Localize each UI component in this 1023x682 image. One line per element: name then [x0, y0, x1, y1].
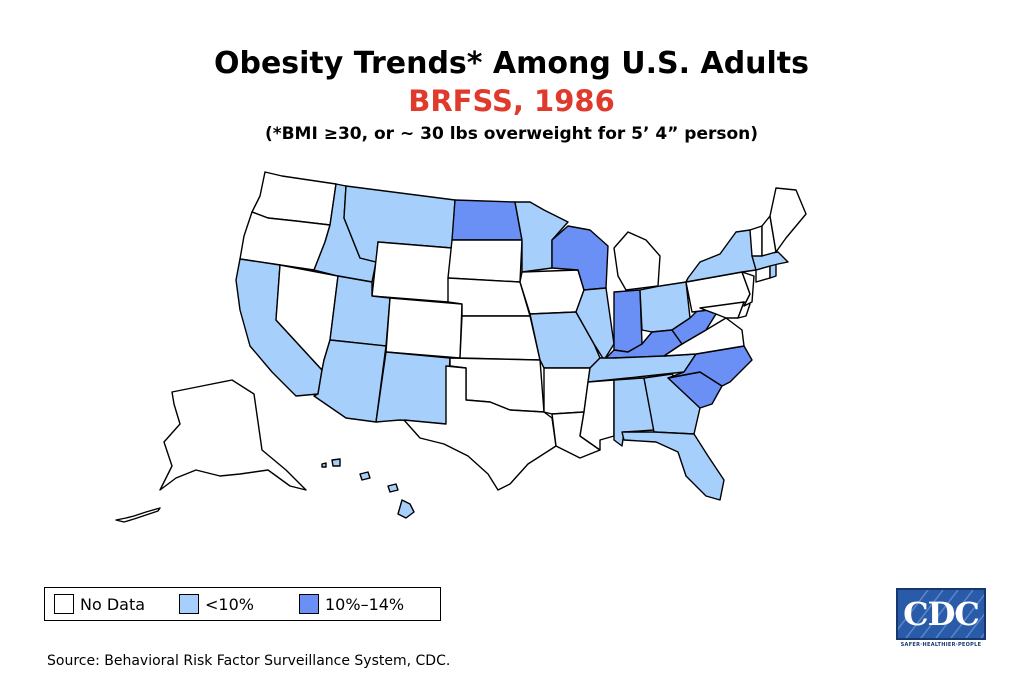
state-wy — [371, 241, 453, 303]
legend: No Data <10% 10%–14% — [44, 587, 441, 621]
state-hi-oahu — [359, 471, 371, 481]
state-mi — [613, 231, 661, 291]
legend-swatch-10-14 — [299, 594, 319, 614]
cdc-logo: CDC SAFER·HEALTHIER·PEOPLE — [896, 588, 986, 648]
map-subtitle: BRFSS, 1986 — [408, 84, 615, 118]
state-ks — [459, 315, 541, 361]
state-sd — [447, 239, 523, 283]
state-hi-kauai — [331, 458, 341, 467]
legend-item-no-data: No Data — [54, 593, 145, 615]
state-vt — [749, 225, 763, 257]
state-ar — [543, 367, 591, 415]
state-hi-maui — [387, 483, 399, 493]
cdc-logo-text: CDC — [903, 595, 980, 633]
legend-item-lt10: <10% — [179, 593, 254, 615]
legend-label-10-14: 10%–14% — [325, 594, 405, 614]
cdc-logo-tagline: SAFER·HEALTHIER·PEOPLE — [900, 642, 982, 648]
state-nm — [375, 351, 451, 425]
state-in — [613, 289, 643, 353]
state-fl — [621, 431, 725, 501]
state-ak-islands — [115, 507, 161, 523]
legend-swatch-no-data — [54, 594, 74, 614]
state-nj — [741, 271, 755, 307]
map-title: Obesity Trends* Among U.S. Adults — [213, 46, 810, 81]
legend-swatch-lt10 — [179, 594, 199, 614]
state-tx — [403, 365, 557, 491]
legend-item-10-14: 10%–14% — [299, 593, 404, 615]
state-me — [769, 187, 807, 253]
state-ak — [159, 379, 307, 491]
source-note: Source: Behavioral Risk Factor Surveilla… — [47, 653, 451, 669]
cdc-logo-stripes — [898, 590, 984, 638]
state-hi-big-island — [397, 499, 415, 519]
bmi-note: (*BMI ≥30, or ~ 30 lbs overweight for 5’… — [264, 124, 759, 144]
legend-label-no-data: No Data — [80, 594, 146, 614]
cdc-logo-box: CDC — [896, 588, 986, 640]
state-hi-niihau — [321, 462, 327, 468]
state-co — [385, 297, 463, 359]
state-ia — [519, 269, 585, 315]
state-ga — [643, 373, 701, 435]
legend-label-lt10: <10% — [205, 594, 254, 614]
state-nd — [451, 199, 523, 241]
